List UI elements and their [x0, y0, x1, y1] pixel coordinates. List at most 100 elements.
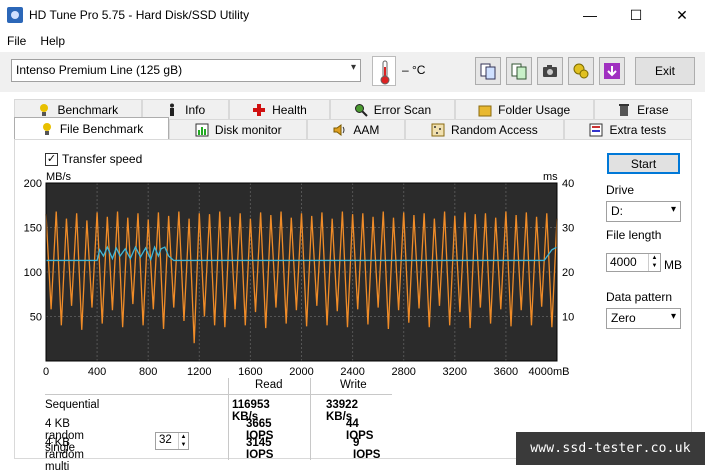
- window-controls: — ☐ ✕: [567, 0, 705, 30]
- queue-depth-value: 32: [159, 434, 172, 446]
- file-benchmark-icon: [42, 122, 51, 135]
- chevron-down-icon: ▾: [670, 204, 676, 215]
- x-tick-label: 3200: [443, 366, 467, 378]
- tab-label: Extra tests: [609, 122, 667, 137]
- random-access-icon: [431, 123, 445, 136]
- title-bar: HD Tune Pro 5.75 - Hard Disk/SSD Utility…: [0, 0, 705, 30]
- copy-info-icon: [480, 63, 496, 80]
- drive-letter-value: D:: [611, 204, 623, 218]
- tab-folder-usage[interactable]: Folder Usage: [454, 99, 594, 119]
- tab-file-benchmark[interactable]: File Benchmark: [14, 117, 170, 139]
- y-tick-label-left: 50: [30, 312, 42, 324]
- tab-disk-monitor[interactable]: Disk monitor: [169, 119, 308, 139]
- benchmark-icon: [40, 103, 49, 116]
- tab-label: File Benchmark: [59, 121, 144, 136]
- close-button[interactable]: ✕: [676, 6, 688, 23]
- chevron-down-icon: ▾: [350, 62, 356, 73]
- tab-aam[interactable]: AAM: [307, 119, 406, 139]
- y-tick-label-right: 30: [562, 223, 574, 235]
- drive-select[interactable]: Intenso Premium Line (125 gB) ▾: [11, 59, 361, 82]
- sequential-write-value: 33922 KB/s: [326, 399, 358, 423]
- y-tick-label-left: 100: [24, 267, 42, 279]
- app-icon: [7, 7, 23, 23]
- drive-select-value: Intenso Premium Line (125 gB): [16, 63, 183, 77]
- menu-file[interactable]: File: [7, 34, 27, 48]
- sequential-read-value: 116953 KB/s: [232, 399, 270, 423]
- temperature-readout: – °C: [402, 63, 426, 77]
- y-tick-label-left: 150: [24, 223, 42, 235]
- tab-label: Info: [185, 102, 206, 117]
- tab-label: Health: [272, 102, 307, 117]
- row-label-4kb-multi: 4 KB random multi: [45, 437, 84, 473]
- write-header: Write: [340, 379, 367, 391]
- copy-text-button[interactable]: [506, 57, 532, 85]
- download-icon: [604, 63, 620, 79]
- drive-label: Drive: [606, 183, 635, 197]
- results-divider: [228, 378, 229, 460]
- disk-monitor-icon: [195, 123, 209, 136]
- download-button[interactable]: [599, 57, 625, 85]
- file-length-stepper[interactable]: 4000 ▲ ▼: [606, 253, 661, 272]
- spin-arrows-icon[interactable]: ▲ ▼: [648, 254, 660, 271]
- 4kb-multi-write-value: 9 IOPS: [353, 437, 381, 461]
- tab-erase[interactable]: Erase: [593, 99, 692, 119]
- tab-health[interactable]: Health: [228, 99, 331, 119]
- tab-extra-tests[interactable]: Extra tests: [563, 119, 692, 139]
- queue-depth-stepper[interactable]: 32 ▲ ▼: [155, 432, 189, 450]
- screenshot-button[interactable]: [537, 57, 563, 85]
- tab-random-access[interactable]: Random Access: [405, 119, 564, 139]
- copy-info-button[interactable]: [475, 57, 501, 85]
- info-icon: [170, 103, 175, 116]
- tab-label: Erase: [637, 102, 669, 117]
- tab-row-1: Benchmark Info Health Error Scan Folder …: [14, 99, 692, 119]
- tab-row-2: File Benchmark Disk monitor AAM Random A…: [14, 117, 692, 139]
- start-button[interactable]: Start: [607, 153, 680, 174]
- x-tick-label: 2400: [340, 366, 364, 378]
- 4kb-single-write-value: 44 IOPS: [346, 418, 374, 442]
- transfer-speed-checkbox[interactable]: ✓ Transfer speed: [45, 152, 142, 166]
- results-divider: [45, 394, 392, 395]
- options-icon: [573, 63, 589, 79]
- x-tick-label: 400: [88, 366, 106, 378]
- folder-icon: [478, 105, 492, 116]
- x-tick-label: 1200: [187, 366, 211, 378]
- minimize-button[interactable]: —: [583, 7, 597, 23]
- x-tick-label: 1600: [238, 366, 262, 378]
- spin-arrows-icon[interactable]: ▲ ▼: [178, 433, 188, 449]
- x-tick-label: 800: [139, 366, 157, 378]
- x-tick-label: 3600: [494, 366, 518, 378]
- tab-info[interactable]: Info: [141, 99, 229, 119]
- read-header: Read: [255, 379, 283, 391]
- right-axis-unit: ms: [543, 171, 558, 183]
- y-tick-label-left: 200: [24, 178, 42, 190]
- file-length-label: File length: [606, 228, 662, 242]
- tab-benchmark[interactable]: Benchmark: [14, 99, 142, 119]
- y-tick-label-right: 10: [562, 312, 574, 324]
- thermometer-icon: [372, 56, 396, 86]
- 4kb-multi-read-value: 3145 IOPS: [246, 437, 274, 461]
- extra-tests-icon: [589, 123, 603, 136]
- y-tick-label-right: 40: [562, 178, 574, 190]
- tab-label: Error Scan: [373, 102, 432, 117]
- x-tick-label: 4000mB: [529, 366, 570, 378]
- screenshot-icon: [543, 65, 557, 77]
- chevron-down-icon: ▾: [670, 311, 676, 322]
- row-label-sequential: Sequential: [45, 399, 100, 411]
- menu-help[interactable]: Help: [40, 34, 66, 48]
- data-pattern-label: Data pattern: [606, 290, 673, 304]
- x-tick-label: 2800: [391, 366, 415, 378]
- checkbox-check-icon: ✓: [45, 152, 58, 166]
- drive-letter-select[interactable]: D: ▾: [606, 201, 681, 222]
- options-button[interactable]: [568, 57, 594, 85]
- tab-label: Folder Usage: [498, 102, 571, 117]
- tab-label: AAM: [353, 122, 380, 137]
- exit-button[interactable]: Exit: [635, 57, 695, 85]
- window-title: HD Tune Pro 5.75 - Hard Disk/SSD Utility: [29, 8, 250, 22]
- tab-error-scan[interactable]: Error Scan: [330, 99, 455, 119]
- error-scan-icon: [354, 103, 368, 117]
- copy-text-icon: [511, 63, 527, 80]
- row-label-4kb-single: 4 KB random single: [45, 418, 84, 454]
- toolbar: Intenso Premium Line (125 gB) ▾ – °C Exi…: [0, 52, 705, 92]
- data-pattern-select[interactable]: Zero ▾: [606, 308, 681, 329]
- maximize-button[interactable]: ☐: [629, 6, 643, 23]
